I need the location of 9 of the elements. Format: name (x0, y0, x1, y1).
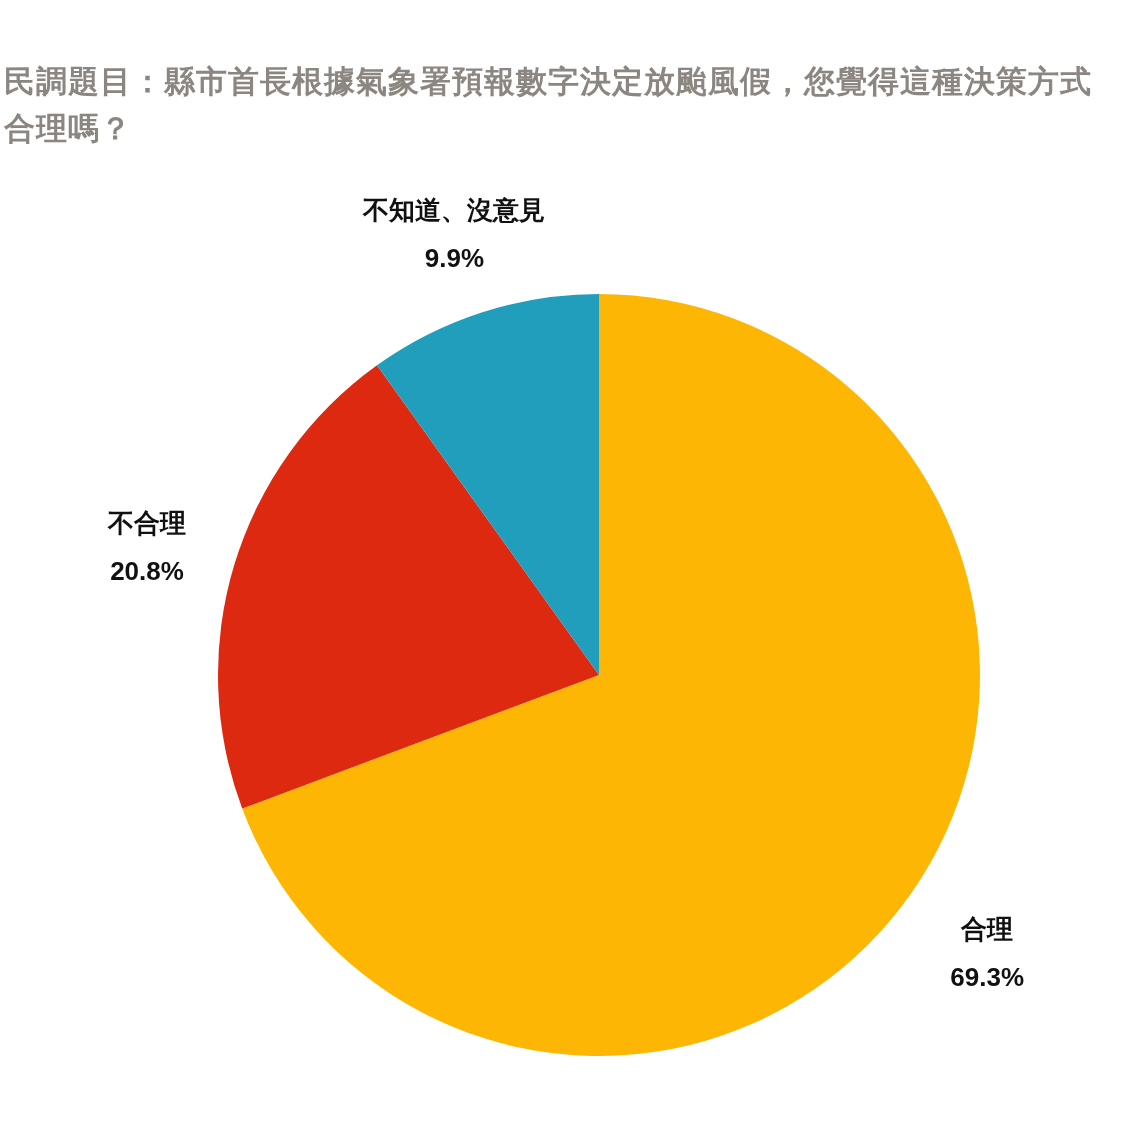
slice-label: 不知道、沒意見 (362, 195, 546, 226)
pie-slice (376, 294, 599, 675)
data-label: 69.3% (950, 962, 1025, 993)
chart-title: 民調題目：縣市首長根據氣象署預報數字決定放颱風假，您覺得這種決策方式合理嗎？ (4, 63, 1093, 148)
slice-label: 合理 (960, 914, 1014, 945)
data-label: 9.9% (424, 243, 485, 274)
data-label: 20.8% (110, 555, 184, 586)
pie-slice (218, 365, 599, 809)
slice-label: 不合理 (107, 507, 187, 538)
